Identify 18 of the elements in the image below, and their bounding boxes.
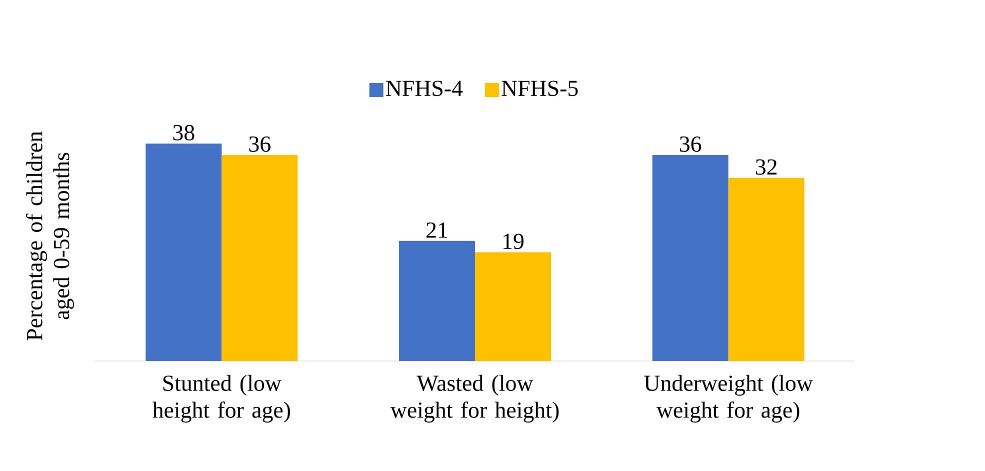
legend-label: NFHS-4 <box>386 80 463 96</box>
bar <box>652 155 728 361</box>
y-axis-title: Percentage of children aged 0-59 months <box>26 131 74 340</box>
data-label: 21 <box>426 222 448 238</box>
data-label: 19 <box>504 234 524 250</box>
data-label: 38 <box>173 124 194 140</box>
data-label: 36 <box>680 136 702 152</box>
bar <box>475 252 552 361</box>
x-tick-label: Underweight (low weight for age) <box>644 374 813 423</box>
x-tick-label: Wasted (low weight for height) <box>390 374 559 423</box>
bar <box>399 240 476 361</box>
x-tick-label: Stunted (low height for age) <box>152 374 290 423</box>
data-label: 36 <box>249 136 270 152</box>
bar <box>222 155 298 361</box>
data-label: 32 <box>756 159 777 175</box>
bar <box>728 178 804 361</box>
legend-label: NFHS-5 <box>502 80 578 96</box>
bar <box>146 144 222 361</box>
